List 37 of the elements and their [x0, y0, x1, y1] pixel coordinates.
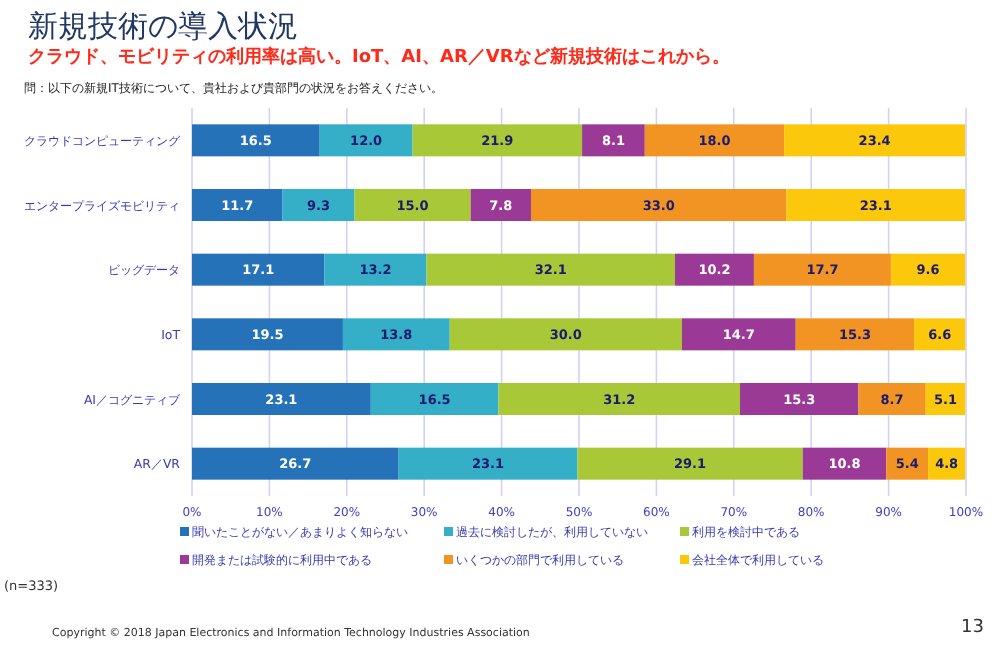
bar	[858, 383, 926, 415]
bar	[192, 189, 283, 221]
bar	[342, 318, 450, 351]
bar	[192, 447, 399, 480]
bar	[370, 383, 499, 415]
bar	[753, 253, 891, 286]
bar	[886, 447, 929, 480]
chart-title: 新規技術の導入状況	[28, 8, 298, 44]
chart-subtitle: クラウド、モビリティの利用率は高い。IoT、AI、AR／VRなど新規技術はこれから。	[28, 46, 730, 68]
bar	[498, 383, 740, 415]
bar	[398, 447, 578, 480]
bar	[674, 253, 754, 286]
bar	[192, 253, 325, 286]
bar	[890, 253, 966, 286]
bar	[739, 383, 859, 415]
bar	[577, 447, 803, 480]
bar	[192, 383, 371, 415]
bar	[354, 189, 471, 221]
bar	[324, 253, 427, 286]
bar	[412, 124, 583, 157]
bar	[282, 189, 355, 221]
bar	[914, 318, 966, 351]
bar	[582, 124, 645, 157]
text: 13	[961, 618, 984, 638]
bar	[319, 124, 413, 157]
bar	[644, 124, 785, 157]
bar	[531, 189, 787, 221]
bar	[802, 447, 887, 480]
bar	[795, 318, 915, 351]
bar	[192, 318, 343, 351]
bar	[784, 124, 966, 157]
bar	[470, 189, 532, 221]
bar	[786, 189, 966, 221]
bar	[426, 253, 675, 286]
bar	[192, 124, 320, 157]
bar	[681, 318, 796, 351]
bar	[449, 318, 682, 351]
